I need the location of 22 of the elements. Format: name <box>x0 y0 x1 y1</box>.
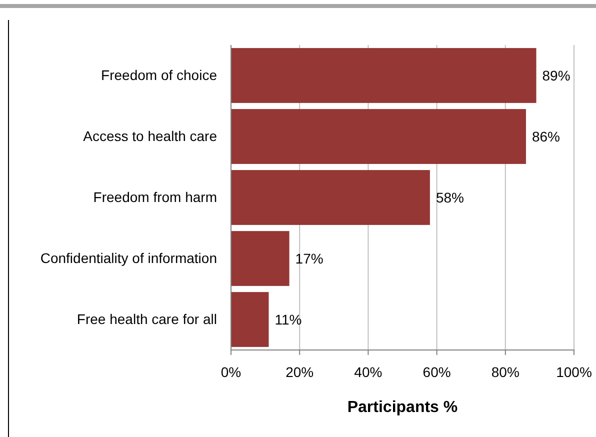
x-tick-label: 100% <box>556 364 592 380</box>
bar <box>231 170 430 225</box>
y-tick-label: Access to health care <box>83 128 218 144</box>
data-label: 86% <box>532 128 560 144</box>
bar <box>231 48 536 103</box>
y-tick-label: Freedom of choice <box>101 66 218 83</box>
y-tick-label: Freedom from harm <box>93 188 217 205</box>
bar <box>231 292 269 347</box>
y-tick-label: Free health care for all <box>76 310 217 327</box>
data-label: 58% <box>436 189 464 206</box>
data-label: 11% <box>274 311 302 328</box>
x-axis-title: Participants % <box>347 399 458 416</box>
x-tick-label: 0% <box>220 364 242 380</box>
x-tick-label: 80% <box>491 364 520 380</box>
bar <box>231 109 526 164</box>
y-tick-label: Confidentiality of information <box>40 250 217 266</box>
x-tick-label: 40% <box>354 364 382 380</box>
data-label: 89% <box>542 67 570 84</box>
data-label: 17% <box>295 250 324 266</box>
x-tick-label: 60% <box>422 364 451 380</box>
x-tick-label: 20% <box>286 364 314 380</box>
bar <box>231 231 290 286</box>
